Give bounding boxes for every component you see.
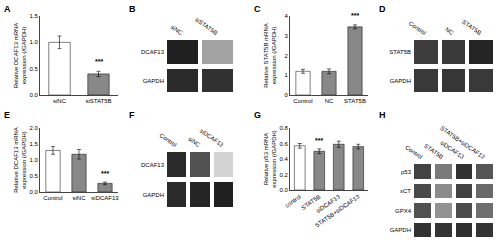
svg-text:***: *** xyxy=(351,12,359,19)
svg-text:Control: Control xyxy=(293,98,312,104)
svg-text:0.8: 0.8 xyxy=(279,125,288,131)
svg-text:Relative STAT5B mRNAexpression: Relative STAT5B mRNAexpression (/GAPDH) xyxy=(263,23,277,87)
svg-text:G: G xyxy=(254,110,261,120)
svg-text:1.0: 1.0 xyxy=(29,39,38,45)
svg-text:3: 3 xyxy=(284,33,288,39)
svg-text:siDCAF13: siDCAF13 xyxy=(91,195,119,201)
svg-text:STAT5B: STAT5B xyxy=(461,19,482,36)
svg-text:siSTAT5B: siSTAT5B xyxy=(85,98,111,104)
svg-text:E: E xyxy=(4,110,10,120)
svg-text:C: C xyxy=(254,4,261,14)
svg-text:Control: Control xyxy=(408,20,427,36)
svg-text:***: *** xyxy=(95,58,103,65)
svg-text:siDCAF13: siDCAF13 xyxy=(315,193,341,214)
svg-text:1.0: 1.0 xyxy=(29,157,38,163)
svg-text:xCT: xCT xyxy=(400,188,411,194)
svg-text:Control: Control xyxy=(159,132,178,148)
svg-text:STAT5B: STAT5B xyxy=(423,143,444,160)
svg-text:STAT5B+siDCAF13: STAT5B+siDCAF13 xyxy=(314,193,361,228)
svg-text:DCAF13: DCAF13 xyxy=(141,162,165,168)
svg-text:STAT5B: STAT5B xyxy=(344,98,366,104)
svg-text:1.5: 1.5 xyxy=(29,13,38,19)
svg-text:***: *** xyxy=(101,170,109,177)
svg-text:GAPDH: GAPDH xyxy=(390,227,411,233)
svg-text:GAPDH: GAPDH xyxy=(143,78,164,84)
svg-text:siNC: siNC xyxy=(187,136,202,149)
svg-text:NC: NC xyxy=(325,98,334,104)
svg-text:GPX4: GPX4 xyxy=(395,208,412,214)
svg-text:siNC: siNC xyxy=(170,24,185,37)
svg-text:DCAF13: DCAF13 xyxy=(141,49,165,55)
svg-text:***: *** xyxy=(315,137,323,144)
svg-text:STAT5B: STAT5B xyxy=(300,194,321,211)
svg-text:Control: Control xyxy=(404,144,423,160)
svg-text:GAPDH: GAPDH xyxy=(390,78,411,84)
svg-text:p53: p53 xyxy=(401,169,412,175)
svg-text:2: 2 xyxy=(284,53,288,59)
svg-text:siSTAT5B: siSTAT5B xyxy=(194,16,219,36)
svg-text:F: F xyxy=(129,110,135,120)
svg-text:0.0: 0.0 xyxy=(29,189,38,195)
svg-text:siDCAF13: siDCAF13 xyxy=(199,127,225,148)
svg-text:D: D xyxy=(379,4,386,14)
svg-text:siNC: siNC xyxy=(53,98,67,104)
svg-text:Relative p53 mRNAexpression (/: Relative p53 mRNAexpression (/GAPDH) xyxy=(263,130,277,188)
svg-text:siNC: siNC xyxy=(73,195,87,201)
svg-text:control: control xyxy=(284,194,302,209)
svg-text:B: B xyxy=(129,4,136,14)
svg-text:2.0: 2.0 xyxy=(29,125,38,131)
svg-text:0: 0 xyxy=(284,92,288,98)
svg-text:Control: Control xyxy=(43,195,62,201)
svg-text:0.4: 0.4 xyxy=(279,156,288,162)
svg-text:0.0: 0.0 xyxy=(279,187,288,193)
svg-text:1: 1 xyxy=(284,72,288,78)
svg-text:STAT5B: STAT5B xyxy=(389,49,411,55)
svg-text:A: A xyxy=(4,4,11,14)
svg-text:0.2: 0.2 xyxy=(279,172,288,178)
svg-text:0.5: 0.5 xyxy=(29,173,38,179)
svg-text:GAPDH: GAPDH xyxy=(143,192,164,198)
svg-text:0.5: 0.5 xyxy=(29,66,38,72)
svg-text:Relative DCAF13 mRNAexpression: Relative DCAF13 mRNAexpression (/GAPDH) xyxy=(13,23,27,89)
svg-text:NC: NC xyxy=(444,26,455,36)
svg-text:H: H xyxy=(379,110,386,120)
svg-text:STAT5B+siDCAF13: STAT5B+siDCAF13 xyxy=(439,125,486,160)
svg-text:Relative DCAF13 mRNAexpression: Relative DCAF13 mRNAexpression (/GAPDH) xyxy=(13,127,27,193)
svg-text:siDCAF13: siDCAF13 xyxy=(439,139,465,160)
svg-text:0.0: 0.0 xyxy=(29,92,38,98)
svg-text:4: 4 xyxy=(284,13,288,19)
svg-text:1.5: 1.5 xyxy=(29,141,38,147)
svg-text:0.6: 0.6 xyxy=(279,141,288,147)
